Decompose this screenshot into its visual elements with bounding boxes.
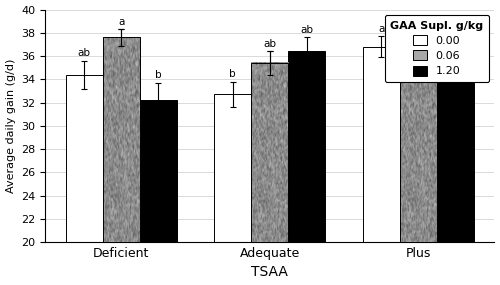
Bar	[288, 51, 326, 242]
Text: a: a	[118, 17, 124, 27]
Text: ab: ab	[300, 25, 314, 35]
Bar	[140, 100, 177, 242]
Bar	[251, 63, 288, 242]
Bar	[400, 55, 437, 242]
Bar	[251, 63, 288, 242]
Bar	[102, 37, 140, 242]
Y-axis label: Average daily gain (g/d): Average daily gain (g/d)	[6, 59, 16, 193]
Bar	[362, 47, 400, 242]
Text: a: a	[378, 24, 384, 34]
Text: b: b	[155, 70, 162, 80]
Bar	[437, 69, 474, 242]
Bar	[66, 75, 102, 242]
Bar	[400, 55, 437, 242]
Text: ab: ab	[78, 48, 90, 58]
Text: b: b	[230, 69, 236, 79]
Text: ab: ab	[449, 50, 462, 60]
Bar	[214, 94, 251, 242]
X-axis label: TSAA: TSAA	[252, 265, 288, 280]
Text: ab: ab	[264, 39, 276, 49]
Bar	[102, 37, 140, 242]
Legend: 0.00, 0.06, 1.20: 0.00, 0.06, 1.20	[384, 15, 489, 82]
Text: ab: ab	[412, 33, 425, 43]
